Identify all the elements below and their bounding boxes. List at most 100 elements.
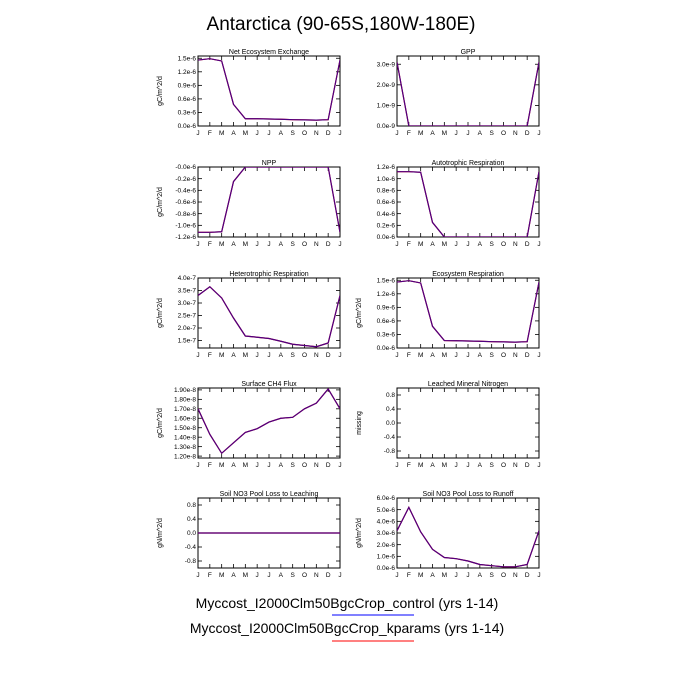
x-tick-label: D bbox=[525, 352, 530, 359]
x-tick-label: J bbox=[338, 572, 341, 579]
x-tick-label: J bbox=[256, 352, 259, 359]
y-tick-label: -0.8 bbox=[185, 558, 197, 565]
y-tick-label: 0.8 bbox=[386, 392, 395, 399]
series-line bbox=[198, 388, 340, 455]
y-tick-label: 1.30e-8 bbox=[174, 444, 196, 451]
series-line bbox=[397, 171, 539, 237]
y-tick-label: -0.8e-6 bbox=[175, 211, 196, 218]
x-tick-label: J bbox=[395, 130, 398, 137]
series-line bbox=[198, 58, 340, 121]
plot-frame bbox=[197, 277, 341, 349]
y-tick-label: 3.0e-7 bbox=[178, 300, 197, 307]
y-tick-label: 2.0e-9 bbox=[377, 82, 396, 89]
x-tick-label: F bbox=[208, 352, 212, 359]
y-tick-label: 1.20e-8 bbox=[174, 453, 196, 460]
y-tick-label: -0.4 bbox=[185, 544, 197, 551]
plot-frame bbox=[197, 166, 341, 238]
series-line bbox=[397, 280, 539, 343]
y-tick-label: 0.6e-6 bbox=[377, 318, 396, 325]
x-tick-label: A bbox=[279, 462, 284, 469]
y-tick-label: 2.0e-6 bbox=[377, 542, 396, 549]
panel: Surface CH4 Flux 1.20e-8 1.30e-8 1.40e-8 1.5… bbox=[157, 381, 342, 469]
y-tick-label: 3.0e-6 bbox=[377, 530, 396, 537]
panel: Soil NO3 Pool Loss to Leaching -0.8 -0.4 0.… bbox=[157, 491, 342, 579]
x-tick-label: J bbox=[196, 352, 199, 359]
x-tick-label: J bbox=[267, 572, 270, 579]
y-tick-label: 0.3e-6 bbox=[377, 332, 396, 339]
x-tick-label: D bbox=[326, 572, 331, 579]
x-tick-label: D bbox=[525, 130, 530, 137]
legend: Myccost_I2000Clm50BgcCrop_control (yrs 1… bbox=[190, 595, 504, 642]
x-tick-label: J bbox=[466, 241, 469, 248]
x-tick-label: O bbox=[501, 572, 506, 579]
y-axis-label: gC/m^2/d bbox=[157, 187, 164, 217]
x-tick-label: O bbox=[302, 462, 307, 469]
x-tick-label: J bbox=[466, 572, 469, 579]
y-axis-label: gC/m^2/d bbox=[157, 298, 164, 328]
x-tick-label: D bbox=[525, 572, 530, 579]
y-tick-label: 0.6e-6 bbox=[377, 199, 396, 206]
x-tick-label: F bbox=[407, 130, 411, 137]
x-tick-label: A bbox=[231, 462, 236, 469]
series-line bbox=[397, 505, 539, 568]
panel-title: Soil NO3 Pool Loss to Leaching bbox=[220, 491, 319, 498]
main-title: Antarctica (90-65S,180W-180E) bbox=[207, 14, 476, 35]
y-tick-label: 1.0e-6 bbox=[377, 554, 396, 561]
x-tick-label: D bbox=[326, 241, 331, 248]
y-tick-label: 1.5e-6 bbox=[377, 277, 396, 284]
x-tick-label: M bbox=[442, 352, 447, 359]
y-tick-label: -0.0e-6 bbox=[175, 164, 196, 171]
x-tick-label: M bbox=[243, 572, 248, 579]
x-tick-label: M bbox=[243, 352, 248, 359]
x-tick-label: D bbox=[326, 130, 331, 137]
plot-frame bbox=[396, 166, 540, 238]
x-tick-label: S bbox=[290, 462, 295, 469]
y-tick-label: 1.5e-7 bbox=[178, 338, 197, 345]
x-tick-label: M bbox=[418, 352, 423, 359]
x-tick-label: F bbox=[208, 462, 212, 469]
y-tick-label: 1.40e-8 bbox=[174, 434, 196, 441]
y-tick-label: 0.6e-6 bbox=[178, 96, 197, 103]
x-tick-label: J bbox=[537, 241, 540, 248]
x-tick-label: D bbox=[525, 241, 530, 248]
x-tick-label: A bbox=[478, 572, 483, 579]
x-tick-label: J bbox=[267, 241, 270, 248]
x-tick-label: J bbox=[196, 130, 199, 137]
panel: Autotrophic Respiration 0.0e-6 0.2e-6 0.4e-… bbox=[377, 160, 541, 248]
x-tick-label: M bbox=[418, 572, 423, 579]
panel-title: Ecosystem Respiration bbox=[432, 271, 504, 278]
x-tick-label: M bbox=[219, 241, 224, 248]
series-line bbox=[397, 505, 539, 568]
y-tick-label: -0.4 bbox=[384, 434, 396, 441]
x-tick-label: A bbox=[430, 352, 435, 359]
x-tick-label: N bbox=[314, 572, 319, 579]
x-tick-label: A bbox=[231, 130, 236, 137]
panels: Net Ecosystem Exchange 0.0e-6 0.3e-6 0.6e-6… bbox=[157, 49, 541, 579]
panel: NPP -0.0e-6 -0.2e-6 -0.4e-6 -0.6e-6 -0.8e-6 -1… bbox=[157, 160, 342, 248]
x-tick-label: M bbox=[418, 462, 423, 469]
x-tick-label: F bbox=[208, 572, 212, 579]
y-tick-label: 1.90e-8 bbox=[174, 387, 196, 394]
x-tick-label: F bbox=[407, 462, 411, 469]
x-tick-label: A bbox=[279, 241, 284, 248]
y-tick-label: 0.0 bbox=[187, 530, 196, 537]
x-tick-label: J bbox=[256, 462, 259, 469]
y-tick-label: 5.0e-6 bbox=[377, 507, 396, 514]
x-tick-label: J bbox=[395, 572, 398, 579]
panel-title: Soil NO3 Pool Loss to Runoff bbox=[423, 491, 514, 498]
x-tick-label: M bbox=[418, 241, 423, 248]
x-tick-label: J bbox=[455, 462, 458, 469]
y-tick-label: 1.80e-8 bbox=[174, 397, 196, 404]
y-tick-label: 0.9e-6 bbox=[178, 83, 197, 90]
x-tick-label: J bbox=[256, 572, 259, 579]
x-tick-label: M bbox=[442, 241, 447, 248]
x-tick-label: A bbox=[279, 572, 284, 579]
y-tick-label: 0.0e-9 bbox=[377, 123, 396, 130]
y-axis-label: missing bbox=[356, 411, 363, 435]
x-tick-label: A bbox=[279, 130, 284, 137]
x-tick-label: F bbox=[407, 352, 411, 359]
x-tick-label: J bbox=[537, 462, 540, 469]
x-tick-label: S bbox=[489, 572, 494, 579]
x-tick-label: A bbox=[231, 352, 236, 359]
